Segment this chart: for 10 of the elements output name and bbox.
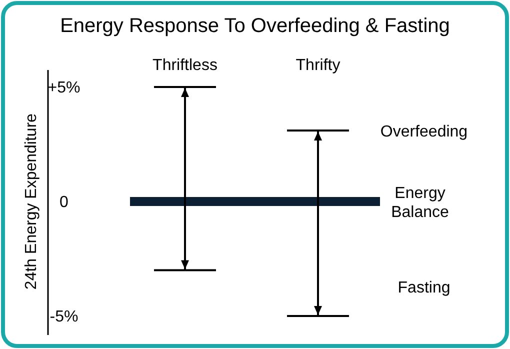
y-tick-label: +5% — [48, 80, 80, 97]
x-tick-label: Thrifty — [296, 57, 340, 74]
text: Fasting — [398, 280, 450, 297]
x-tick-label: Thriftless — [152, 57, 218, 74]
y-tick-label: 0 — [60, 194, 69, 212]
y-tick-label: -5% — [50, 308, 78, 326]
y-axis-title: 24th Energy Expenditure — [23, 113, 40, 290]
chart-title: Energy Response To Overfeeding & Fasting — [60, 15, 450, 37]
ref-line-label: Energy Balance — [391, 185, 450, 222]
text: Overfeeding — [380, 124, 468, 141]
